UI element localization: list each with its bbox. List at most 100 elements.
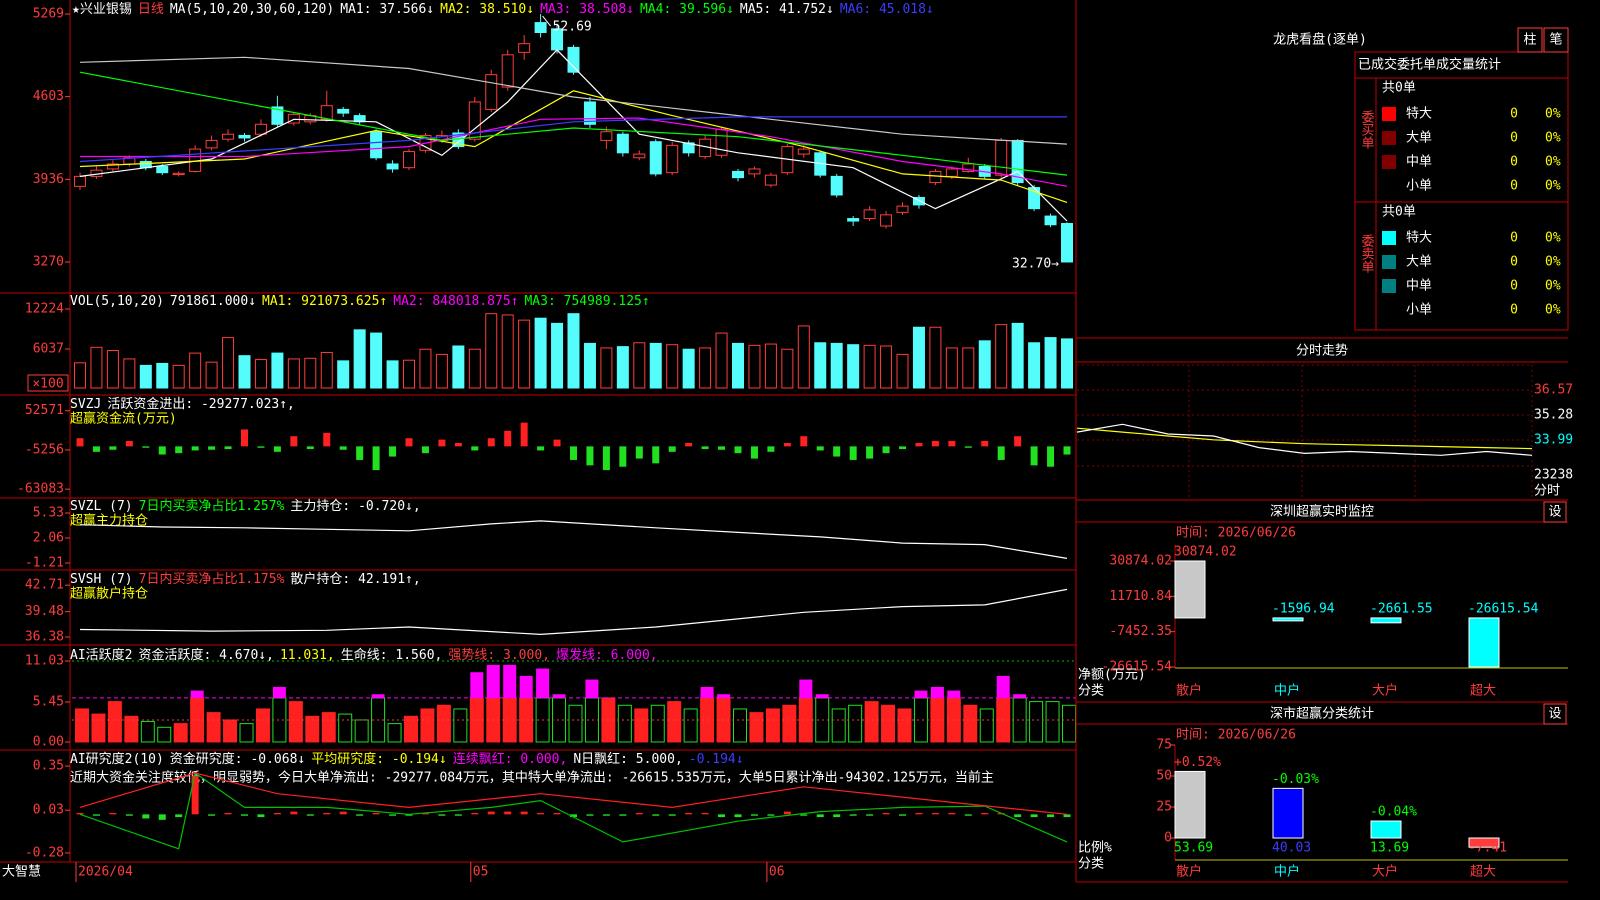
flow-bar — [454, 442, 462, 447]
y-tick-label: 3270 — [33, 254, 64, 269]
row-name: 中单 — [1406, 279, 1432, 294]
research-bar — [915, 812, 923, 815]
group-total: 共0单 — [1382, 205, 1416, 220]
flow-bar — [487, 438, 495, 447]
candle-body — [222, 133, 235, 140]
volume-bar — [797, 325, 810, 389]
volume-bar — [189, 352, 202, 389]
legend-item: 爆发线: 6.000, — [556, 647, 658, 663]
flow-bar — [471, 446, 479, 451]
research-bar — [142, 814, 150, 819]
volume-bar — [139, 364, 152, 389]
mode-button-label[interactable]: 柱 — [1523, 33, 1536, 48]
y-tick-label: 35.28 — [1534, 408, 1573, 423]
volume-bar — [386, 360, 399, 389]
activity-bar — [387, 723, 402, 743]
volume-bar — [666, 344, 679, 389]
flow-bar — [948, 440, 956, 447]
mode-button[interactable] — [1517, 27, 1543, 53]
activity-bar — [321, 712, 336, 743]
panel-title: 龙虎看盘(逐单) — [1273, 32, 1367, 48]
kline-area: ★兴业银锡 日线 MA(5,10,20,30,60,120) MA1: 37.566↓… — [0, 0, 1076, 863]
research-bar — [241, 814, 248, 816]
y-tick-label: -5256 — [25, 442, 64, 457]
activity-bar — [963, 704, 978, 743]
volume-bar — [715, 332, 728, 389]
activity-burst — [486, 664, 500, 698]
research-bar — [208, 814, 216, 816]
row-pct: 0% — [1545, 107, 1561, 122]
row-swatch — [1382, 255, 1396, 269]
volume-bar — [781, 348, 794, 389]
legend-item: 791861.000↓ — [170, 294, 256, 309]
flow-bar — [1014, 436, 1022, 447]
settings-label[interactable]: 设 — [1548, 505, 1561, 520]
activity-burst — [914, 690, 928, 698]
candle-body — [945, 168, 958, 177]
activity-burst — [1013, 694, 1027, 698]
candle-body — [715, 128, 728, 156]
research-line — [79, 772, 1068, 815]
activity-bar — [239, 723, 254, 743]
activity-burst — [799, 679, 813, 698]
y-tick-label: 50 — [1156, 769, 1172, 784]
volume-bar — [633, 342, 646, 389]
candle-body — [238, 134, 251, 139]
flow-bar — [816, 446, 824, 451]
research-bar — [191, 775, 199, 815]
row-pct: 0% — [1545, 279, 1561, 294]
y-tick-label: 6037 — [33, 341, 64, 356]
research-bar — [290, 811, 298, 815]
category-bar — [1468, 837, 1500, 848]
settings-label[interactable]: 设 — [1548, 707, 1561, 722]
panel-title: 深圳超赢实时监控 — [1270, 504, 1374, 520]
volume-bar — [896, 353, 909, 389]
y-axis-label: 净额(万元) — [1078, 668, 1146, 683]
flow-bar — [586, 446, 594, 466]
value-label: 53.69 — [1174, 841, 1213, 856]
activity-bar — [979, 708, 994, 743]
row-count: 0 — [1510, 231, 1518, 246]
settings-button[interactable] — [1543, 501, 1567, 523]
legend: ★兴业银锡 日线 MA(5,10,20,30,60,120) MA1: 37.566↓… — [72, 2, 934, 17]
candle-body — [403, 151, 415, 169]
volume-bar — [403, 359, 415, 389]
average-line — [1076, 427, 1533, 450]
candle-body — [468, 101, 481, 140]
research-bar — [718, 814, 726, 818]
y-tick-label: 75 — [1156, 738, 1172, 753]
y-tick-label: -0.28 — [25, 845, 64, 860]
research-bar — [685, 812, 693, 815]
row-swatch — [1382, 155, 1396, 169]
candle-body — [962, 163, 975, 172]
flow-bar — [899, 446, 906, 450]
panel-title: 分时走势 — [1296, 343, 1348, 359]
research-bar — [92, 814, 100, 816]
legend-item: MA(5,10,20,30,60,120) — [170, 2, 334, 17]
candle-body — [567, 46, 580, 73]
brand: 大智慧 — [2, 864, 41, 880]
unit-box — [27, 374, 69, 392]
mode-button-label[interactable]: 笔 — [1549, 32, 1562, 48]
unit-label: 分时 — [1534, 484, 1560, 499]
mode-button[interactable] — [1543, 27, 1569, 53]
x-axis-label: 分类 — [1078, 684, 1104, 699]
research-note: 近期大资金关注度较低，明显弱势，今日大单净流出: -29277.084万元，其中… — [70, 770, 994, 786]
volume-bar — [254, 359, 267, 389]
change-label: +0.52% — [1174, 755, 1221, 770]
flow-bar — [1063, 446, 1071, 455]
research-bar — [849, 814, 857, 816]
research-bar — [1063, 814, 1071, 818]
activity-bar — [206, 712, 221, 743]
activity-bar — [798, 697, 813, 743]
holding-line — [79, 520, 1068, 559]
settings-button[interactable] — [1543, 703, 1567, 725]
flow-bar — [997, 446, 1005, 460]
row-pct: 0% — [1545, 179, 1561, 194]
high-label: 52.69 — [553, 20, 592, 35]
legend-item: MA3: 38.508↓ — [540, 2, 634, 17]
category-label: 散户 — [1176, 864, 1202, 880]
volume-bar — [172, 364, 185, 389]
flow-bar — [570, 446, 577, 460]
volume-bar — [501, 314, 514, 389]
